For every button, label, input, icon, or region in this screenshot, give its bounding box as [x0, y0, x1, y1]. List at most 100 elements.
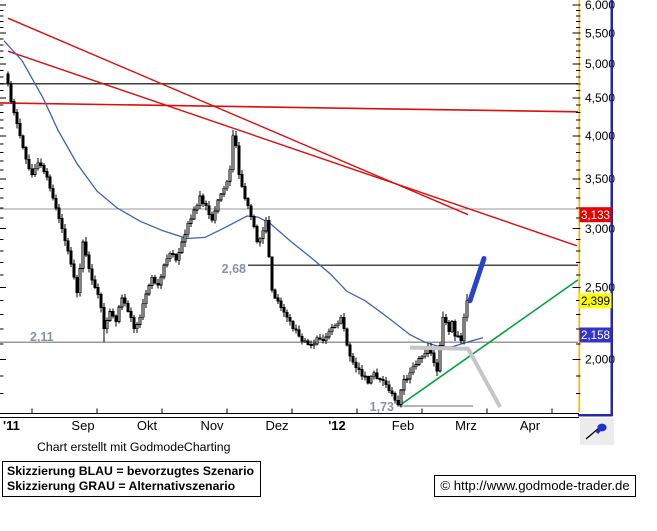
candle-body	[171, 252, 175, 256]
candle-body	[360, 368, 364, 377]
candle-body	[291, 320, 295, 330]
candle-body	[21, 135, 25, 149]
x-month-label: Mrz	[455, 418, 477, 433]
level-label: 1,73	[370, 400, 394, 414]
candle-body	[36, 162, 40, 169]
x-month-label: '11	[3, 418, 20, 433]
candle-body	[105, 320, 109, 330]
y-tick-label: 2,000	[585, 353, 615, 367]
candle-body	[420, 355, 424, 359]
x-month-label: '12	[328, 418, 346, 433]
candle-body	[465, 300, 469, 318]
candle-body	[198, 195, 202, 207]
candle-body	[156, 282, 160, 286]
candle-body	[447, 322, 451, 333]
candle-body	[216, 199, 220, 212]
candle-body	[339, 316, 343, 324]
candle-body	[42, 164, 46, 173]
candle-body	[276, 297, 280, 302]
candle-body	[306, 340, 310, 345]
axis-badge-label: 2,158	[581, 329, 610, 342]
candle-body	[372, 372, 376, 377]
y-axis: 6,000 5,500 5,000 4,500 4,000 3,500 3,000 2,500…	[0, 0, 615, 417]
x-month-label: Nov	[200, 418, 224, 433]
candle-body	[453, 321, 457, 337]
candle-body	[111, 311, 115, 317]
candle-body	[87, 254, 91, 270]
candle-body	[405, 378, 409, 381]
axis-badge	[579, 293, 612, 309]
level-label: 2,68	[222, 262, 246, 276]
candle-body	[282, 307, 286, 313]
candle-body	[147, 285, 151, 295]
candle-body	[177, 252, 181, 261]
candle-body	[141, 303, 145, 318]
candle-body	[30, 168, 34, 175]
candle-body	[270, 256, 274, 291]
candle-body	[12, 101, 16, 113]
candle-body	[75, 276, 79, 294]
candle-body	[237, 145, 241, 175]
candle-body	[435, 362, 439, 372]
candle-body	[408, 372, 412, 380]
y-tick-label: 2,500	[585, 281, 615, 295]
source-url: © http://www.godmode-trader.de	[440, 478, 630, 493]
candle-body	[393, 393, 397, 401]
candle-body	[183, 233, 187, 243]
x-axis: '11 Sep Okt Nov Dez '12 Feb Mrz Apr	[0, 408, 579, 433]
candle-body	[402, 379, 406, 391]
axis-badge-label: 2,399	[581, 295, 610, 308]
candle-body	[93, 279, 97, 288]
candle-body	[63, 228, 67, 242]
candle-body	[384, 380, 388, 386]
chart-credit: Chart erstellt mit GodmodeCharting	[37, 440, 231, 454]
candle-body	[288, 316, 292, 322]
candle-body	[66, 240, 70, 252]
candle-body	[210, 213, 214, 221]
candle-body	[333, 325, 337, 328]
candle-body	[174, 254, 178, 261]
x-month-label: Apr	[520, 418, 541, 433]
candle-body	[51, 187, 55, 199]
legend-line-blau: Skizzierung BLAU = bevorzugtes Szenario	[7, 464, 255, 478]
candle-body	[459, 335, 463, 342]
candle-body	[81, 241, 85, 269]
candle-body	[246, 198, 250, 207]
pushpin-needle	[585, 427, 600, 440]
candle-body	[120, 297, 124, 308]
candle-body	[348, 344, 352, 357]
candle-body	[222, 187, 226, 195]
candle-body	[318, 337, 322, 340]
candle-body	[234, 135, 238, 147]
candle-body	[225, 181, 229, 189]
candle-body	[99, 294, 103, 308]
candle-body	[456, 335, 460, 338]
candle-body	[213, 210, 217, 221]
candle-body	[117, 306, 121, 322]
preferred-scenario-sketch	[467, 256, 487, 304]
candle-body	[321, 338, 325, 342]
candle-body	[72, 263, 76, 278]
candle-body	[129, 311, 133, 318]
candle-body	[201, 195, 205, 204]
candle-body	[450, 321, 454, 333]
candle-body	[84, 241, 88, 256]
candle-body	[273, 289, 277, 299]
axis-badge	[579, 207, 612, 223]
level-label: 2,11	[30, 330, 54, 344]
candle-body	[159, 276, 163, 286]
candle-body	[279, 300, 283, 308]
candle-body	[69, 250, 73, 265]
candle-body	[207, 205, 211, 215]
candle-body	[24, 147, 28, 160]
alternative-scenario-sketch	[409, 345, 502, 408]
candle-body	[399, 389, 403, 405]
candle-body	[327, 331, 331, 338]
candle-body	[150, 276, 154, 286]
candle-body	[189, 218, 193, 224]
price-chart: 2,68 2,11 1,73 6,000 5,500 5,000 4,500 4,000 3,5…	[0, 0, 615, 445]
candle-body	[123, 297, 127, 304]
y-tick-label: 3,000	[585, 222, 615, 236]
candle-body	[411, 366, 415, 374]
